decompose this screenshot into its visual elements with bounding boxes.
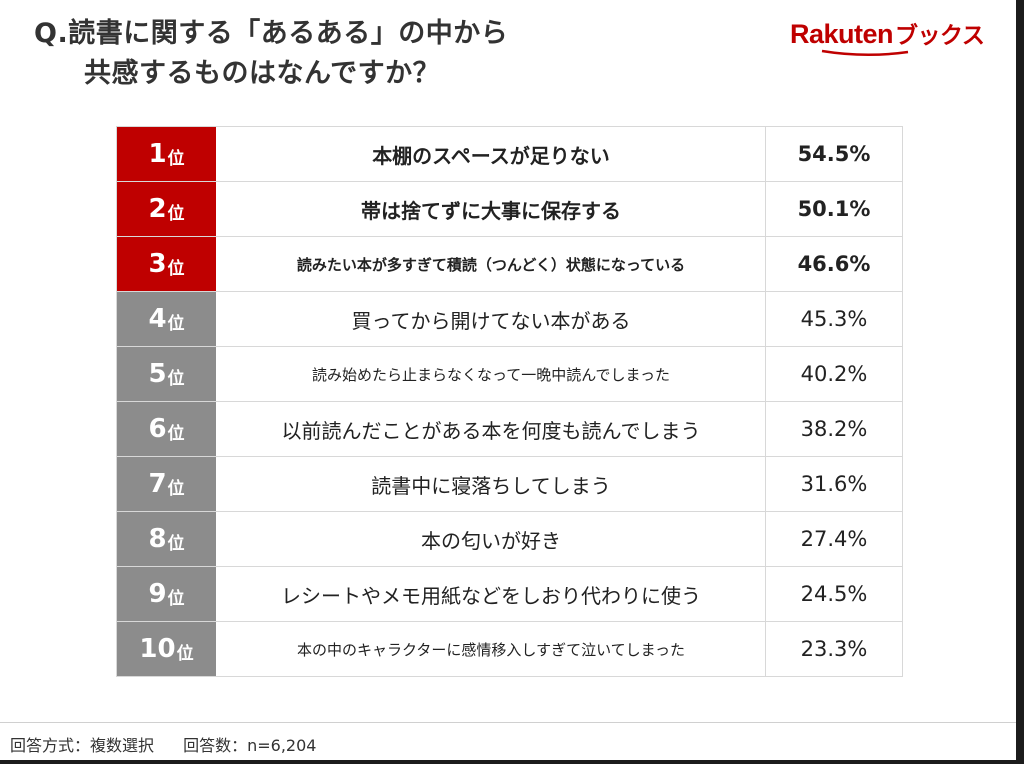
- rank-number: 5: [148, 359, 167, 389]
- rank-number: 1: [148, 139, 167, 169]
- rank-number: 2: [148, 194, 167, 224]
- rank-suffix: 位: [176, 643, 194, 664]
- answer-method: 回答方式：複数選択: [10, 736, 155, 755]
- question-line-1: Q.読書に関する「あるある」の中から: [34, 18, 509, 49]
- rank-suffix: 位: [167, 148, 185, 169]
- rank-number: 8: [148, 524, 167, 554]
- item-label: 読み始めたら止まらなくなって一晩中読んでしまった: [217, 347, 766, 401]
- percent-value: 23.3%: [766, 622, 903, 676]
- table-row: 10 位本の中のキャラクターに感情移入しすぎて泣いてしまった 23.3%: [117, 622, 903, 677]
- item-label: 以前読んだことがある本を何度も読んでしまう: [217, 402, 766, 456]
- brand-name: Rakuten: [790, 19, 894, 49]
- footer-note: 回答方式：複数選択 回答数：n=6,204: [10, 732, 316, 756]
- question-line-2: 共感するものはなんですか？: [84, 58, 441, 89]
- item-label: 本棚のスペースが足りない: [217, 127, 766, 181]
- bottom-edge-bar: [0, 760, 1024, 764]
- table-row: 4 位買ってから開けてない本がある 45.3%: [117, 292, 903, 347]
- percent-value: 50.1%: [766, 182, 903, 236]
- item-label: 本の中のキャラクターに感情移入しすぎて泣いてしまった: [217, 622, 766, 676]
- question-title: Q.読書に関する「あるある」の中から 共感するものはなんですか？: [34, 14, 508, 94]
- percent-value: 45.3%: [766, 292, 903, 346]
- answer-count: 回答数：n=6,204: [183, 736, 317, 755]
- right-edge-bar: [1016, 0, 1024, 764]
- rank-number: 7: [148, 469, 167, 499]
- rank-suffix: 位: [167, 368, 185, 389]
- rank-suffix: 位: [167, 588, 185, 609]
- footer-divider: [0, 722, 1016, 723]
- table-row: 3 位読みたい本が多すぎて積読（つんどく）状態になっている 46.6%: [117, 237, 903, 292]
- table-row: 5 位読み始めたら止まらなくなって一晩中読んでしまった 40.2%: [117, 347, 903, 402]
- percent-value: 31.6%: [766, 457, 903, 511]
- table-row: 9 位レシートやメモ用紙などをしおり代わりに使う 24.5%: [117, 567, 903, 622]
- rank-suffix: 位: [167, 478, 185, 499]
- table-row: 2 位帯は捨てずに大事に保存する 50.1%: [117, 182, 903, 237]
- table-row: 8 位本の匂いが好き 27.4%: [117, 512, 903, 567]
- rank-suffix: 位: [167, 313, 185, 334]
- rank-cell: 10 位: [117, 622, 217, 676]
- item-label: 本の匂いが好き: [217, 512, 766, 566]
- ranking-table: 1 位本棚のスペースが足りない 54.5% 2 位帯は捨てずに大事に保存する 50.1% 3…: [116, 126, 903, 677]
- rank-suffix: 位: [167, 423, 185, 444]
- rank-number: 3: [148, 249, 167, 279]
- percent-value: 38.2%: [766, 402, 903, 456]
- item-label: 帯は捨てずに大事に保存する: [217, 182, 766, 236]
- rank-number: 10: [139, 634, 176, 664]
- item-label: 買ってから開けてない本がある: [217, 292, 766, 346]
- percent-value: 54.5%: [766, 127, 903, 181]
- item-label: レシートやメモ用紙などをしおり代わりに使う: [217, 567, 766, 621]
- rank-suffix: 位: [167, 258, 185, 279]
- rank-number: 6: [148, 414, 167, 444]
- rakuten-books-logo: Rakutenブックス: [790, 16, 1002, 56]
- item-label: 読みたい本が多すぎて積読（つんどく）状態になっている: [217, 237, 766, 291]
- rank-number: 9: [148, 579, 167, 609]
- percent-value: 40.2%: [766, 347, 903, 401]
- rank-number: 4: [148, 304, 167, 334]
- percent-value: 27.4%: [766, 512, 903, 566]
- rank-suffix: 位: [167, 203, 185, 224]
- brand-suffix: ブックス: [895, 22, 985, 48]
- percent-value: 24.5%: [766, 567, 903, 621]
- logo-swoosh-icon: [821, 49, 909, 56]
- table-row: 1 位本棚のスペースが足りない 54.5%: [117, 127, 903, 182]
- percent-value: 46.6%: [766, 237, 903, 291]
- table-row: 6 位以前読んだことがある本を何度も読んでしまう 38.2%: [117, 402, 903, 457]
- item-label: 読書中に寝落ちしてしまう: [217, 457, 766, 511]
- table-row: 7 位読書中に寝落ちしてしまう 31.6%: [117, 457, 903, 512]
- rank-suffix: 位: [167, 533, 185, 554]
